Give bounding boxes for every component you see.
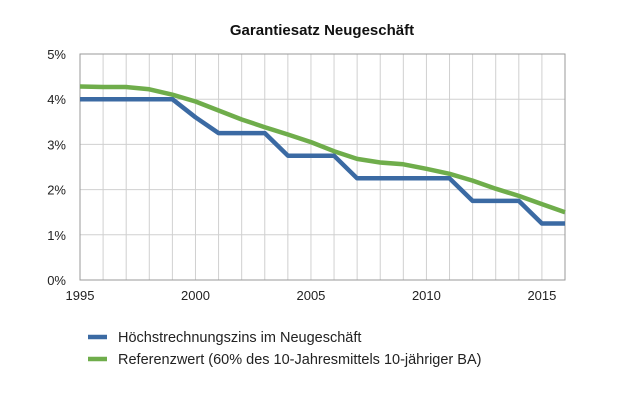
x-tick-label: 2015 (527, 288, 556, 303)
y-tick-label: 4% (47, 92, 66, 107)
legend-label: Höchstrechnungszins im Neugeschäft (118, 330, 361, 346)
x-axis-ticks: 1995 2000 2005 2010 2015 (66, 288, 557, 303)
legend: Höchstrechnungszins im Neugeschäft Refere… (88, 330, 481, 368)
grid (80, 54, 565, 280)
x-tick-label: 2005 (296, 288, 325, 303)
y-tick-label: 5% (47, 47, 66, 62)
y-tick-label: 0% (47, 273, 66, 288)
x-tick-label: 1995 (66, 288, 95, 303)
series-line (79, 84, 566, 215)
x-tick-label: 2010 (412, 288, 441, 303)
x-tick-label: 2000 (181, 288, 210, 303)
plot-frame (79, 53, 566, 281)
series-line (80, 96, 565, 226)
y-tick-label: 1% (47, 228, 66, 243)
legend-label: Referenzwert (60% des 10-Jahresmittels 1… (118, 352, 481, 368)
y-tick-label: 3% (47, 137, 66, 152)
chart-title: Garantiesatz Neugeschäft (230, 22, 414, 39)
y-axis-ticks: 0% 1% 2% 3% 4% 5% (47, 47, 66, 288)
series-lines (79, 84, 566, 226)
y-tick-label: 2% (47, 183, 66, 198)
